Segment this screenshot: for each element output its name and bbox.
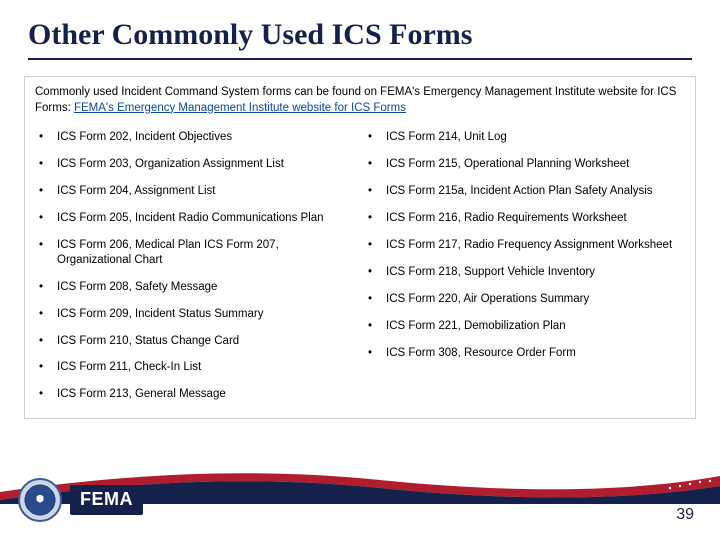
bullet-icon: • [35, 387, 57, 402]
page-number: 39 [676, 506, 694, 524]
list-item-label: ICS Form 202, Incident Objectives [57, 130, 356, 145]
list-item-label: ICS Form 204, Assignment List [57, 184, 356, 199]
bullet-icon: • [35, 307, 57, 322]
logo-group: FEMA [18, 478, 143, 522]
bullet-icon: • [364, 184, 386, 199]
list-item-label: ICS Form 216, Radio Requirements Workshe… [386, 211, 685, 226]
bullet-icon: • [35, 360, 57, 375]
list-item-label: ICS Form 213, General Message [57, 387, 356, 402]
bullet-icon: • [364, 238, 386, 253]
bullet-icon: • [364, 346, 386, 361]
list-item-label: ICS Form 215a, Incident Action Plan Safe… [386, 184, 685, 199]
list-item: •ICS Form 202, Incident Objectives [35, 124, 356, 151]
list-item: •ICS Form 216, Radio Requirements Worksh… [364, 205, 685, 232]
list-item-label: ICS Form 221, Demobilization Plan [386, 319, 685, 334]
bullet-icon: • [35, 238, 57, 253]
list-item-label: ICS Form 209, Incident Status Summary [57, 307, 356, 322]
list-item: •ICS Form 203, Organization Assignment L… [35, 151, 356, 178]
bullet-icon: • [364, 319, 386, 334]
bullet-icon: • [35, 184, 57, 199]
list-item-label: ICS Form 206, Medical Plan ICS Form 207,… [57, 238, 356, 268]
list-item-label: ICS Form 215, Operational Planning Works… [386, 157, 685, 172]
list-item: •ICS Form 308, Resource Order Form [364, 340, 685, 367]
bullet-icon: • [364, 265, 386, 280]
list-item: •ICS Form 211, Check-In List [35, 354, 356, 381]
forms-right-column: •ICS Form 214, Unit Log•ICS Form 215, Op… [364, 124, 685, 366]
list-item-label: ICS Form 211, Check-In List [57, 360, 356, 375]
list-item: •ICS Form 208, Safety Message [35, 274, 356, 301]
dhs-seal-icon [18, 478, 62, 522]
list-item-label: ICS Form 208, Safety Message [57, 280, 356, 295]
list-item: •ICS Form 204, Assignment List [35, 178, 356, 205]
page-title: Other Commonly Used ICS Forms [28, 18, 692, 60]
list-item-label: ICS Form 203, Organization Assignment Li… [57, 157, 356, 172]
list-item: •ICS Form 206, Medical Plan ICS Form 207… [35, 232, 356, 274]
fema-logo: FEMA [70, 485, 143, 515]
list-item: •ICS Form 221, Demobilization Plan [364, 313, 685, 340]
content-box: Commonly used Incident Command System fo… [24, 76, 696, 419]
list-item: •ICS Form 214, Unit Log [364, 124, 685, 151]
intro-paragraph: Commonly used Incident Command System fo… [35, 85, 685, 116]
list-item: •ICS Form 205, Incident Radio Communicat… [35, 205, 356, 232]
list-item-label: ICS Form 214, Unit Log [386, 130, 685, 145]
list-item-label: ICS Form 218, Support Vehicle Inventory [386, 265, 685, 280]
list-item: •ICS Form 217, Radio Frequency Assignmen… [364, 232, 685, 259]
list-item: •ICS Form 218, Support Vehicle Inventory [364, 259, 685, 286]
list-item-label: ICS Form 220, Air Operations Summary [386, 292, 685, 307]
bullet-icon: • [364, 211, 386, 226]
list-item: •ICS Form 209, Incident Status Summary [35, 301, 356, 328]
list-item: •ICS Form 213, General Message [35, 381, 356, 408]
bullet-icon: • [35, 130, 57, 145]
list-item: •ICS Form 215, Operational Planning Work… [364, 151, 685, 178]
list-item: •ICS Form 210, Status Change Card [35, 328, 356, 355]
list-item-label: ICS Form 205, Incident Radio Communicati… [57, 211, 356, 226]
forms-left-column: •ICS Form 202, Incident Objectives•ICS F… [35, 124, 356, 408]
bullet-icon: • [364, 130, 386, 145]
bullet-icon: • [364, 292, 386, 307]
bullet-icon: • [35, 157, 57, 172]
list-item-label: ICS Form 210, Status Change Card [57, 334, 356, 349]
list-item: •ICS Form 220, Air Operations Summary [364, 286, 685, 313]
bullet-icon: • [364, 157, 386, 172]
list-item-label: ICS Form 217, Radio Frequency Assignment… [386, 238, 685, 253]
intro-link[interactable]: FEMA's Emergency Management Institute we… [74, 102, 406, 114]
bullet-icon: • [35, 211, 57, 226]
bullet-icon: • [35, 280, 57, 295]
list-item: •ICS Form 215a, Incident Action Plan Saf… [364, 178, 685, 205]
list-item-label: ICS Form 308, Resource Order Form [386, 346, 685, 361]
bullet-icon: • [35, 334, 57, 349]
